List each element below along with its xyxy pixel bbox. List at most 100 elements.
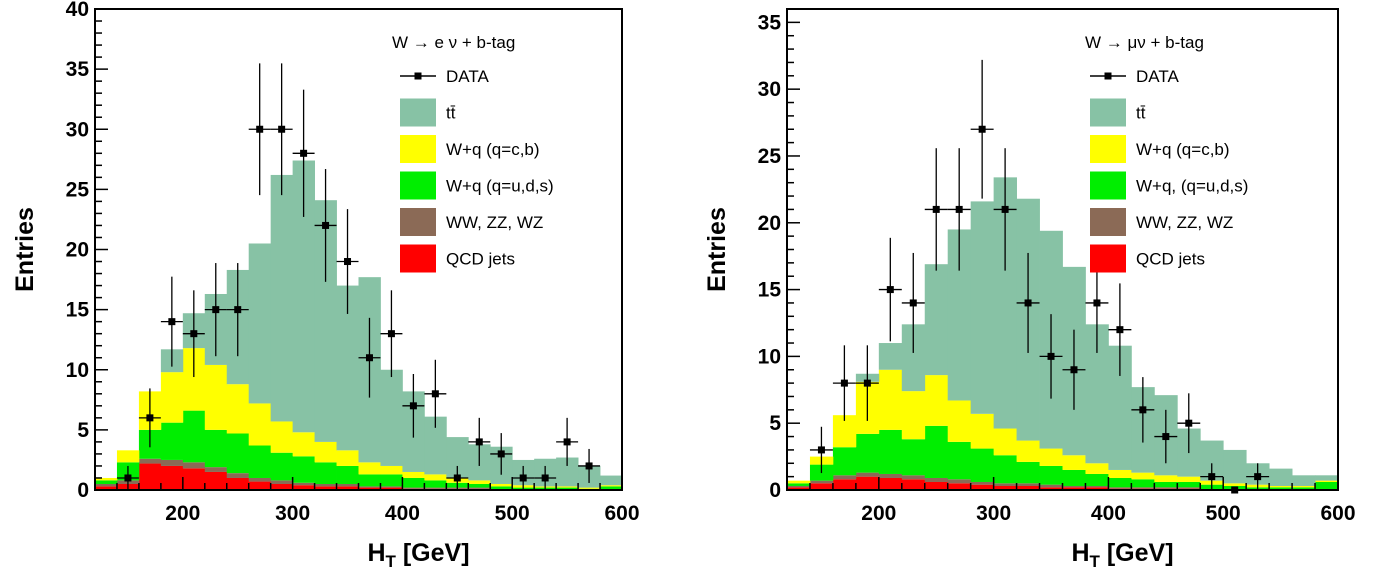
histogram-bar xyxy=(1315,480,1339,482)
legend-title: W → μν + b-tag xyxy=(1085,33,1204,52)
histogram-bar xyxy=(993,455,1017,484)
histogram-bar xyxy=(204,364,228,430)
data-points xyxy=(116,63,601,490)
histogram-bar xyxy=(336,465,359,484)
histogram-bar xyxy=(878,473,903,478)
histogram-bar xyxy=(970,448,995,482)
x-tick-label: 500 xyxy=(1206,502,1241,525)
histogram-bar xyxy=(468,487,491,489)
histogram-bar xyxy=(1315,481,1339,490)
legend-swatch xyxy=(1090,135,1126,163)
histogram-bar xyxy=(600,486,623,490)
histogram-bar xyxy=(947,483,972,490)
series-3-bars xyxy=(787,425,1339,490)
histogram-bar xyxy=(1131,472,1155,480)
legend-title: W → e ν + b-tag xyxy=(392,33,515,52)
data-point xyxy=(955,205,963,213)
data-point xyxy=(817,446,825,454)
data-point xyxy=(1001,205,1009,213)
x-tick-label: 600 xyxy=(1320,502,1355,525)
histogram-bar xyxy=(787,483,811,486)
histogram-bar xyxy=(1062,469,1086,486)
histogram-bar xyxy=(95,477,118,481)
histogram-bar xyxy=(924,477,949,482)
y-tick-label: 20 xyxy=(758,212,781,235)
histogram-bar xyxy=(402,487,425,489)
histogram-bar xyxy=(358,462,381,475)
histogram-bar xyxy=(468,480,491,484)
histogram-bar xyxy=(204,471,228,490)
data-point xyxy=(190,330,198,338)
data-point xyxy=(1024,299,1032,307)
histogram-bar xyxy=(1039,487,1063,490)
x-tick-label: 500 xyxy=(495,502,530,525)
histogram-bar xyxy=(446,437,469,478)
histogram-bar xyxy=(878,477,903,490)
y-tick-label: 15 xyxy=(66,299,90,322)
histogram-bar xyxy=(970,201,995,414)
histogram-bar xyxy=(901,479,926,490)
histogram-bar xyxy=(924,375,949,426)
panel-2: 200 300 400 500 600 0 5 10 15 20 25 30 35 HT [GeV] Ent… xyxy=(703,8,1356,571)
x-axis-title-unit: [GeV] xyxy=(1100,539,1174,567)
x-tick-label: 200 xyxy=(861,502,896,525)
histogram-bar xyxy=(358,474,381,487)
data-point xyxy=(168,318,176,326)
histogram-bar xyxy=(182,462,206,469)
histogram-bar xyxy=(138,458,162,464)
histogram-bar xyxy=(160,465,184,490)
legend-swatch xyxy=(400,244,436,273)
x-axis-title-main: H xyxy=(1071,539,1089,567)
legend-label: tt̄ xyxy=(1136,104,1146,123)
data-point xyxy=(453,474,461,482)
histogram-bar xyxy=(947,229,972,401)
y-tick-label: 25 xyxy=(758,145,782,168)
data-point xyxy=(585,462,593,470)
histogram-bar xyxy=(226,477,250,490)
histogram-bar xyxy=(160,459,184,466)
data-point xyxy=(1254,473,1262,481)
histogram-bar xyxy=(832,479,857,490)
histogram-bar xyxy=(314,441,337,463)
histogram-bar xyxy=(95,480,118,484)
histogram-bar xyxy=(270,421,294,453)
legend-swatch xyxy=(1090,208,1126,236)
histogram-bar xyxy=(292,485,315,490)
histogram-bar xyxy=(314,200,337,442)
legend-swatch xyxy=(1090,244,1126,273)
histogram-bar xyxy=(358,487,381,490)
histogram-bar xyxy=(809,483,834,490)
histogram-bar xyxy=(248,243,272,404)
y-tick-label: 0 xyxy=(769,479,781,502)
histogram-bar xyxy=(358,486,381,488)
histogram-bar xyxy=(270,452,294,481)
data-point xyxy=(563,438,571,446)
histogram-bar xyxy=(1085,487,1109,490)
histogram-bar xyxy=(380,465,403,475)
data-point xyxy=(234,306,242,314)
legend-swatch xyxy=(400,171,436,200)
histogram-bar xyxy=(1016,461,1040,484)
histogram-bar xyxy=(336,285,359,451)
histogram-bar xyxy=(1062,455,1086,470)
histogram-bar xyxy=(116,450,140,463)
histogram-bar xyxy=(1085,463,1109,474)
histogram-bar xyxy=(270,480,294,484)
data-point xyxy=(1185,419,1193,427)
histogram-bar xyxy=(1062,485,1086,488)
histogram-bar xyxy=(490,483,513,487)
legend-label: tt̄ xyxy=(446,104,456,123)
histogram-bar xyxy=(204,467,228,472)
data-point xyxy=(475,438,483,446)
histogram-bar xyxy=(855,472,880,477)
histogram-bar xyxy=(970,481,995,485)
histogram-bar xyxy=(1177,487,1201,489)
y-tick-label: 35 xyxy=(758,11,782,34)
histogram-bar xyxy=(1154,487,1178,489)
histogram-bar xyxy=(832,415,857,448)
data-point xyxy=(932,205,940,213)
histogram-bar xyxy=(314,483,337,487)
data-point xyxy=(387,330,395,338)
histogram-bar xyxy=(924,264,949,376)
